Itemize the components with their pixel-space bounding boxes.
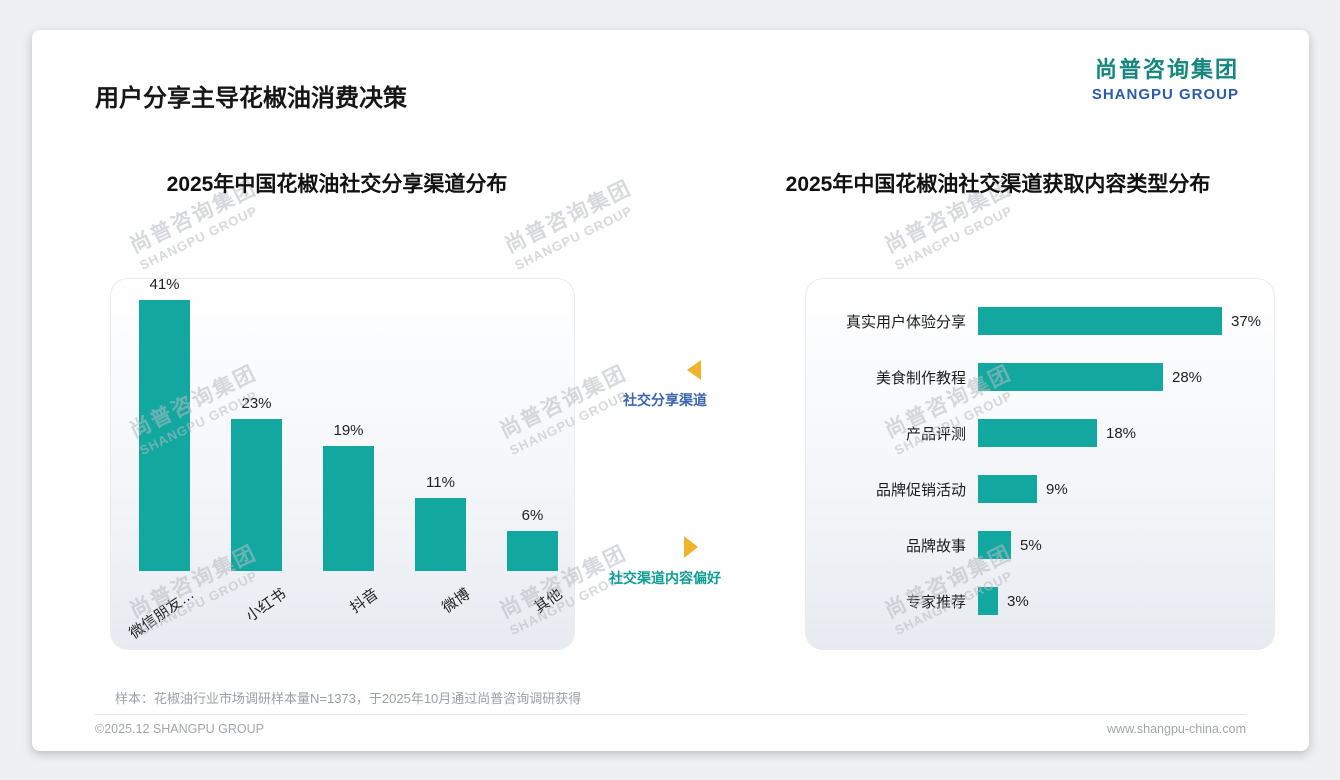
vertical-bar-chart: 41% 微信朋友… 23% 小红书 19% 抖音 11% 微博 6% 其他 [126,276,565,642]
bar-value-label: 18% [1106,424,1137,442]
bar [978,363,1163,391]
footer: ©2025.12 SHANGPU GROUP www.shangpu-china… [95,722,1246,736]
arrow-left-icon [687,360,701,380]
bar-category-label: 微信朋友… [126,585,198,643]
bar-category-label: 产品评测 [905,425,966,443]
horizontal-bar-chart: 真实用户体验分享 37% 美食制作教程 28% 产品评测 18% 品牌促销活动 9% 品牌故事 5… [806,293,1274,629]
bar [978,307,1222,335]
bar-category-label: 小红书 [242,585,290,626]
hbar-row-4: 品牌故事 5% [806,517,1274,573]
bar-category-label: 美食制作教程 [875,369,966,387]
annotation-share-channel: 社交分享渠道 [585,360,745,410]
annotation-content-preference: 社交渠道内容偏好 [585,536,745,588]
vbar-column-0: 41% 微信朋友… [126,276,197,642]
bar-value-label: 37% [1231,312,1262,330]
footer-website: www.shangpu-china.com [1107,722,1246,736]
bar-value-label: 5% [1020,536,1042,554]
hbar-row-5: 专家推荐 3% [806,573,1274,629]
page-title: 用户分享主导花椒油消费决策 [95,85,407,112]
vbar-column-2: 19% 抖音 [323,279,381,617]
footer-divider [95,714,1246,715]
hbar-row-2: 产品评测 18% [806,405,1274,461]
bar-value-label: 9% [1046,480,1068,498]
right-chart-title: 2025年中国花椒油社交渠道获取内容类型分布 [785,173,1211,196]
brand-logo-en: SHANGPU GROUP [1091,86,1239,103]
vbar-column-4: 6% 其他 [507,279,565,617]
bar-category-label: 专家推荐 [905,593,966,611]
brand-logo-cn: 尚普咨询集团 [1094,57,1239,82]
bar [231,419,282,571]
hbar-row-0: 真实用户体验分享 37% [806,293,1274,349]
sample-footnote: 样本：花椒油行业市场调研样本量N=1373，于2025年10月通过尚普咨询调研获… [115,691,582,706]
bar-value-label: 19% [333,422,364,439]
bar-category-label: 品牌故事 [905,537,966,555]
bar [139,300,190,571]
bar [978,475,1037,503]
bar-category-label: 真实用户体验分享 [845,313,966,331]
slide: 尚普咨询集团 SHANGPU GROUP 尚普咨询集团 SHANGPU GROUP 尚普… [32,30,1309,751]
vbar-column-1: 23% 小红书 [231,279,289,625]
bar-category-label: 其他 [531,585,566,617]
hbar-row-3: 品牌促销活动 9% [806,461,1274,517]
arrow-right-icon [684,536,698,558]
bar-value-label: 23% [241,395,272,412]
brand-logo: 尚普咨询集团 SHANGPU GROUP [1092,52,1239,103]
bar-value-label: 3% [1007,592,1029,610]
annotation-share-channel-label: 社交分享渠道 [623,392,707,408]
hbar-row-1: 美食制作教程 28% [806,349,1274,405]
left-chart-title: 2025年中国花椒油社交分享渠道分布 [166,173,508,196]
vbar-column-3: 11% 微博 [415,279,473,617]
bar-category-label: 微博 [439,585,474,617]
bar-category-label: 抖音 [347,585,382,617]
footer-copyright: ©2025.12 SHANGPU GROUP [95,722,264,736]
bar [323,446,374,571]
bar [978,587,998,615]
bar [415,498,466,571]
bar-value-label: 41% [149,276,180,293]
left-chart-panel: 41% 微信朋友… 23% 小红书 19% 抖音 11% 微博 6% 其他 [110,276,575,650]
right-chart-panel: 真实用户体验分享 37% 美食制作教程 28% 产品评测 18% 品牌促销活动 9% 品牌故事 5… [805,278,1275,650]
bar-value-label: 6% [521,507,544,524]
bar-category-label: 品牌促销活动 [875,481,966,499]
bar [978,419,1097,447]
bar-value-label: 28% [1172,368,1203,386]
annotation-content-preference-label: 社交渠道内容偏好 [609,570,721,586]
bar [507,531,558,571]
bar [978,531,1011,559]
bar-value-label: 11% [426,474,455,491]
